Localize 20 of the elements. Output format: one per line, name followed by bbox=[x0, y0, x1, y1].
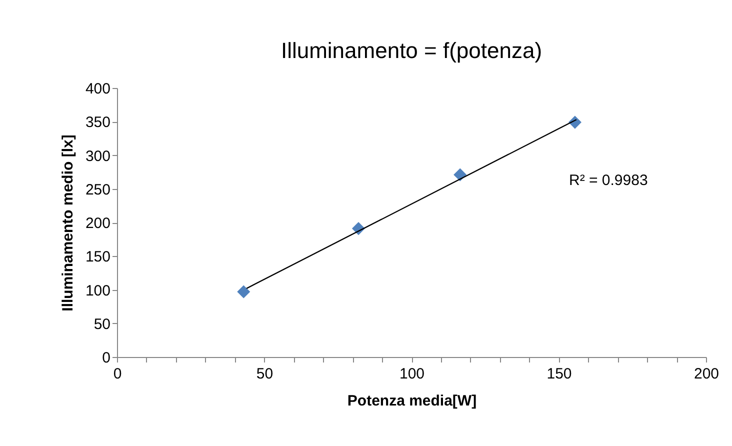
x-axis-title: Potenza media[W] bbox=[347, 392, 477, 410]
x-tick-label: 200 bbox=[694, 366, 720, 382]
y-tick-label: 400 bbox=[85, 80, 110, 98]
y-tick-label: 0 bbox=[102, 350, 110, 366]
x-tick-label: 150 bbox=[546, 366, 572, 382]
x-tick-label: 50 bbox=[256, 366, 274, 382]
annotation: R² = 0.9983 bbox=[569, 172, 648, 189]
y-tick-label: 250 bbox=[85, 181, 110, 198]
x-tick-label: 0 bbox=[113, 366, 122, 382]
y-tick-label: 150 bbox=[85, 248, 110, 266]
y-tick-label: 100 bbox=[85, 282, 110, 300]
y-tick-label: 200 bbox=[85, 215, 110, 232]
point bbox=[237, 285, 250, 298]
y-tick-label: 50 bbox=[94, 316, 110, 333]
y-tick-label: 350 bbox=[85, 114, 110, 132]
point bbox=[454, 168, 467, 182]
chart-title: Illuminamento = f(potenza) bbox=[280, 38, 542, 63]
x-tick-label: 100 bbox=[399, 366, 425, 382]
y-tick-label: 300 bbox=[85, 148, 110, 165]
y-axis-title: Illuminamento medio [lx] bbox=[59, 134, 76, 312]
